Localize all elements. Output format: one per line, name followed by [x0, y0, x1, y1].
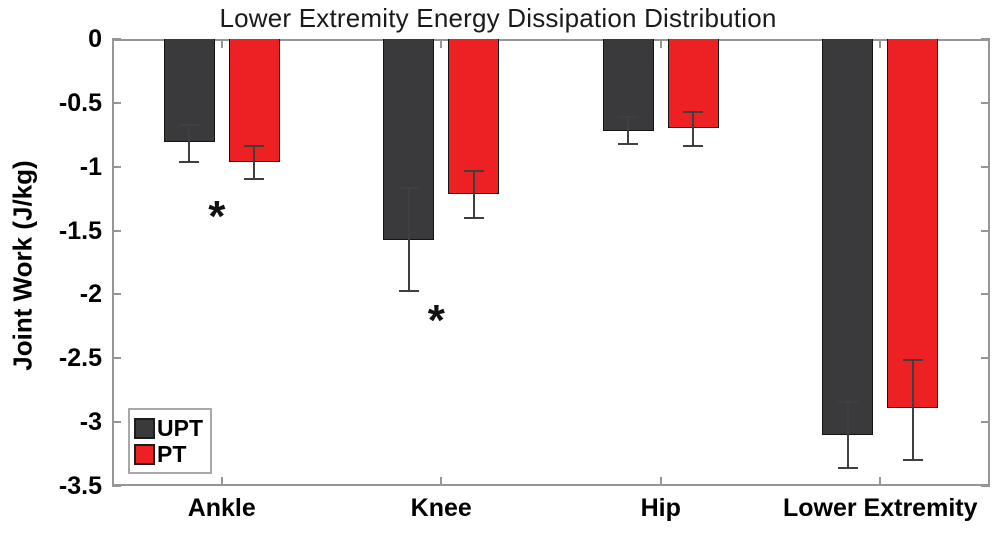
y-tick-label: -1 — [79, 152, 102, 181]
error-bar-upt-knee — [407, 188, 410, 291]
y-tick-left — [112, 229, 121, 232]
error-cap-top-upt-ankle — [179, 123, 200, 126]
bar-pt-lower-extremity — [887, 39, 939, 409]
legend-item-upt: UPT — [134, 414, 210, 441]
y-tick-left — [112, 293, 121, 296]
y-tick-label: -3.5 — [58, 472, 102, 500]
error-cap-top-pt-hip — [683, 110, 704, 113]
y-tick-label: -1.5 — [58, 216, 102, 245]
y-tick-right — [981, 165, 990, 168]
error-cap-top-pt-lower-extremity — [902, 358, 923, 361]
pt-swatch-icon — [134, 443, 155, 465]
y-tick-left — [112, 165, 121, 168]
y-tick-right — [981, 485, 990, 487]
error-cap-bottom-upt-knee — [398, 289, 419, 292]
y-tick-label: -0.5 — [58, 88, 102, 117]
x-tick-top — [440, 39, 443, 48]
bar-pt-ankle — [228, 39, 280, 162]
y-tick-label: -2 — [79, 280, 102, 309]
bar-pt-knee — [448, 39, 500, 194]
x-tick-label-lower-extremity: Lower Extremity — [782, 494, 978, 522]
error-bar-pt-knee — [472, 170, 475, 218]
error-bar-upt-hip — [627, 116, 630, 144]
x-tick-bottom — [220, 477, 223, 486]
x-tick-label-ankle: Ankle — [187, 494, 256, 522]
x-tick-bottom — [879, 477, 882, 486]
error-cap-bottom-pt-ankle — [244, 178, 265, 181]
error-bar-pt-hip — [692, 111, 695, 147]
y-tick-right — [981, 357, 990, 360]
error-cap-bottom-pt-lower-extremity — [902, 459, 923, 462]
y-tick-label: -2.5 — [58, 344, 102, 373]
x-tick-top — [659, 39, 662, 48]
error-cap-top-upt-hip — [618, 115, 639, 118]
significance-asterisk-ankle: * — [208, 192, 226, 242]
error-cap-top-upt-knee — [398, 187, 419, 190]
legend: UPT PT — [128, 408, 212, 474]
y-tick-label: -3 — [79, 408, 102, 437]
y-tick-label: 0 — [88, 25, 102, 53]
error-cap-bottom-pt-knee — [463, 216, 484, 219]
y-tick-left — [112, 357, 121, 360]
y-tick-right — [981, 38, 990, 40]
bar-upt-hip — [602, 39, 654, 131]
legend-label-upt: UPT — [157, 414, 203, 441]
upt-swatch-icon — [134, 417, 155, 439]
x-tick-label-knee: Knee — [410, 494, 472, 522]
x-tick-bottom — [440, 477, 443, 486]
error-cap-top-upt-lower-extremity — [837, 400, 858, 403]
error-bar-pt-lower-extremity — [911, 359, 914, 461]
y-tick-left — [112, 38, 121, 40]
bar-upt-lower-extremity — [822, 39, 874, 435]
significance-asterisk-knee: * — [427, 295, 445, 345]
x-tick-top — [220, 39, 223, 48]
x-tick-top — [879, 39, 882, 48]
y-tick-left — [112, 101, 121, 104]
error-bar-upt-ankle — [188, 124, 191, 162]
y-tick-right — [981, 101, 990, 104]
y-tick-right — [981, 229, 990, 232]
x-tick-label-hip: Hip — [640, 494, 681, 522]
legend-item-pt: PT — [134, 440, 210, 467]
y-tick-left — [112, 421, 121, 424]
error-cap-bottom-upt-lower-extremity — [837, 467, 858, 470]
error-bar-upt-lower-extremity — [846, 401, 849, 469]
error-cap-bottom-upt-hip — [618, 142, 639, 145]
error-cap-bottom-pt-hip — [683, 145, 704, 148]
y-tick-left — [112, 485, 121, 487]
y-tick-right — [981, 421, 990, 424]
legend-label-pt: PT — [157, 440, 187, 467]
x-tick-bottom — [659, 477, 662, 486]
error-cap-top-pt-ankle — [244, 145, 265, 148]
y-tick-right — [981, 293, 990, 296]
chart-title: Lower Extremity Energy Dissipation Distr… — [219, 3, 777, 33]
error-bar-pt-ankle — [253, 146, 256, 180]
error-cap-bottom-upt-ankle — [179, 160, 200, 163]
error-cap-top-pt-knee — [463, 169, 484, 172]
